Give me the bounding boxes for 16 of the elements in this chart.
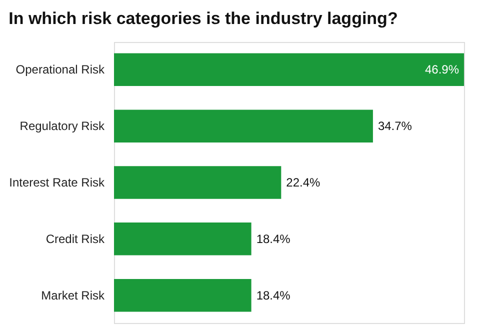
data-label: 46.9% xyxy=(424,62,460,77)
bar xyxy=(114,53,464,86)
y-tick-label: Market Risk xyxy=(41,288,106,302)
bar xyxy=(114,166,282,199)
y-tick-label: Regulatory Risk xyxy=(20,119,106,134)
y-tick-label: Credit Risk xyxy=(46,232,106,246)
bar xyxy=(114,278,252,312)
data-label: 22.4% xyxy=(286,176,321,190)
data-label: 18.4% xyxy=(256,288,291,302)
data-label: 34.7% xyxy=(378,119,412,134)
chart-title: In which risk categories is the industry lagging? xyxy=(8,9,398,28)
data-label: 18.4% xyxy=(256,232,291,246)
bar xyxy=(114,110,373,142)
bar xyxy=(114,222,252,256)
y-tick-label: Interest Rate Risk xyxy=(9,176,106,190)
y-tick-label: Operational Risk xyxy=(16,62,106,77)
